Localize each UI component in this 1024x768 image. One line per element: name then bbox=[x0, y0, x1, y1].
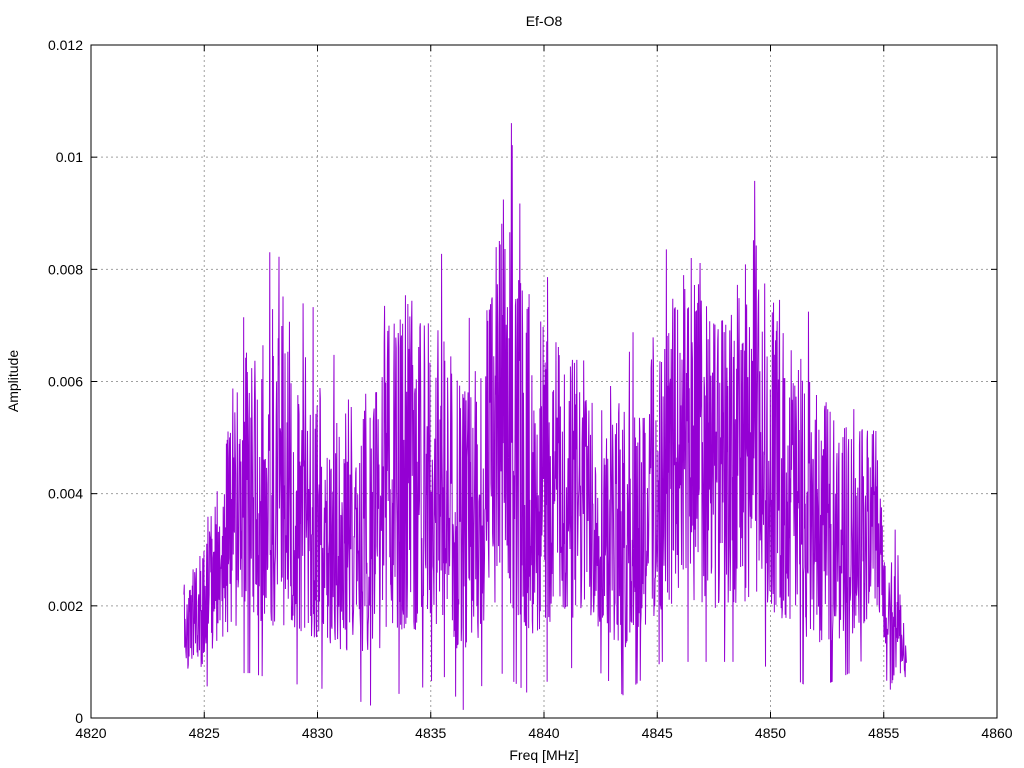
y-tick-label: 0 bbox=[75, 710, 83, 726]
y-tick-label: 0.008 bbox=[48, 261, 83, 277]
x-tick-label: 4845 bbox=[642, 725, 673, 741]
x-tick-label: 4850 bbox=[755, 725, 786, 741]
axis-ticks: 4820 4825 4830 4835 4840 4845 4850 4855 4860 0 0.0… bbox=[48, 37, 1013, 741]
y-tick-label: 0.004 bbox=[48, 486, 83, 502]
y-tick-label: 0.012 bbox=[48, 37, 83, 53]
x-tick-label: 4860 bbox=[981, 725, 1012, 741]
x-tick-label: 4855 bbox=[868, 725, 899, 741]
series-ef-o8 bbox=[183, 123, 907, 710]
y-tick-label: 0.002 bbox=[48, 598, 83, 614]
y-tick-label: 0.01 bbox=[56, 149, 83, 165]
x-axis-label: Freq [MHz] bbox=[509, 747, 578, 763]
x-tick-label: 4830 bbox=[302, 725, 333, 741]
chart-title: Ef-O8 bbox=[526, 13, 563, 29]
y-tick-label: 0.006 bbox=[48, 374, 83, 390]
x-tick-label: 4835 bbox=[415, 725, 446, 741]
x-tick-label: 4840 bbox=[528, 725, 559, 741]
x-tick-label: 4825 bbox=[189, 725, 220, 741]
x-tick-label: 4820 bbox=[75, 725, 106, 741]
series-line bbox=[183, 123, 907, 710]
y-axis-label: Amplitude bbox=[5, 350, 21, 412]
